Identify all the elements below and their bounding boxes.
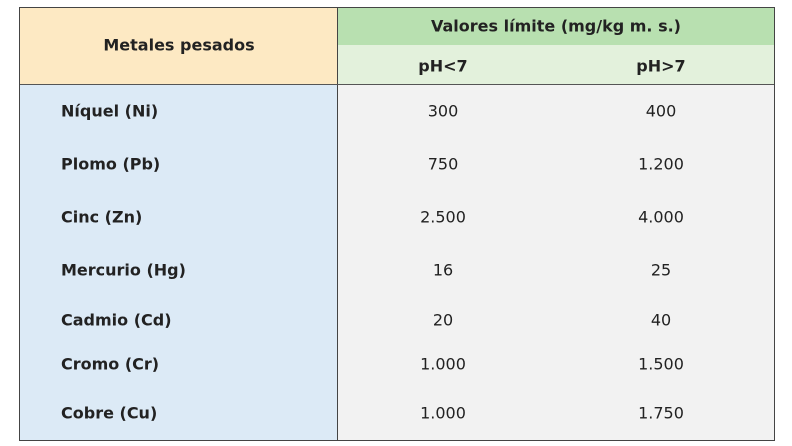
- cell-value: 300: [427, 101, 459, 121]
- header-group-cell: [338, 7, 774, 45]
- cell-value: 40: [650, 310, 672, 330]
- row-label: Cromo (Cr): [61, 354, 160, 374]
- header-group: Valores límite (mg/kg m. s.): [431, 16, 681, 36]
- cell-value: 1.000: [420, 354, 466, 374]
- row-label: Cobre (Cu): [61, 403, 158, 423]
- cell-value: 1.750: [638, 403, 684, 423]
- cell-value: 400: [645, 101, 677, 121]
- cell-value: 25: [650, 260, 672, 280]
- row-label: Níquel (Ni): [61, 101, 159, 121]
- row-label: Mercurio (Hg): [61, 260, 186, 280]
- row-label: Cadmio (Cd): [61, 310, 172, 330]
- cell-value: 20: [432, 310, 454, 330]
- subcolumn-header: pH<7: [418, 56, 468, 76]
- header-label-cell: [19, 7, 338, 85]
- header-divider: [19, 84, 774, 85]
- header-label: Metales pesados: [103, 35, 255, 55]
- cell-value: 750: [427, 154, 459, 174]
- subcolumn-header: pH>7: [636, 56, 686, 76]
- cell-value: 16: [432, 260, 454, 280]
- names-column: [19, 85, 338, 440]
- row-label: Plomo (Pb): [61, 154, 161, 174]
- values-area: [338, 85, 774, 440]
- cell-value: 1.000: [420, 403, 466, 423]
- cell-value: 4.000: [638, 207, 684, 227]
- cell-value: 1.200: [638, 154, 684, 174]
- table-border: [19, 7, 775, 441]
- header-sub-cell: [338, 45, 774, 85]
- row-label: Cinc (Zn): [61, 207, 143, 227]
- divider: [337, 7, 338, 440]
- cell-value: 1.500: [638, 354, 684, 374]
- cell-value: 2.500: [420, 207, 466, 227]
